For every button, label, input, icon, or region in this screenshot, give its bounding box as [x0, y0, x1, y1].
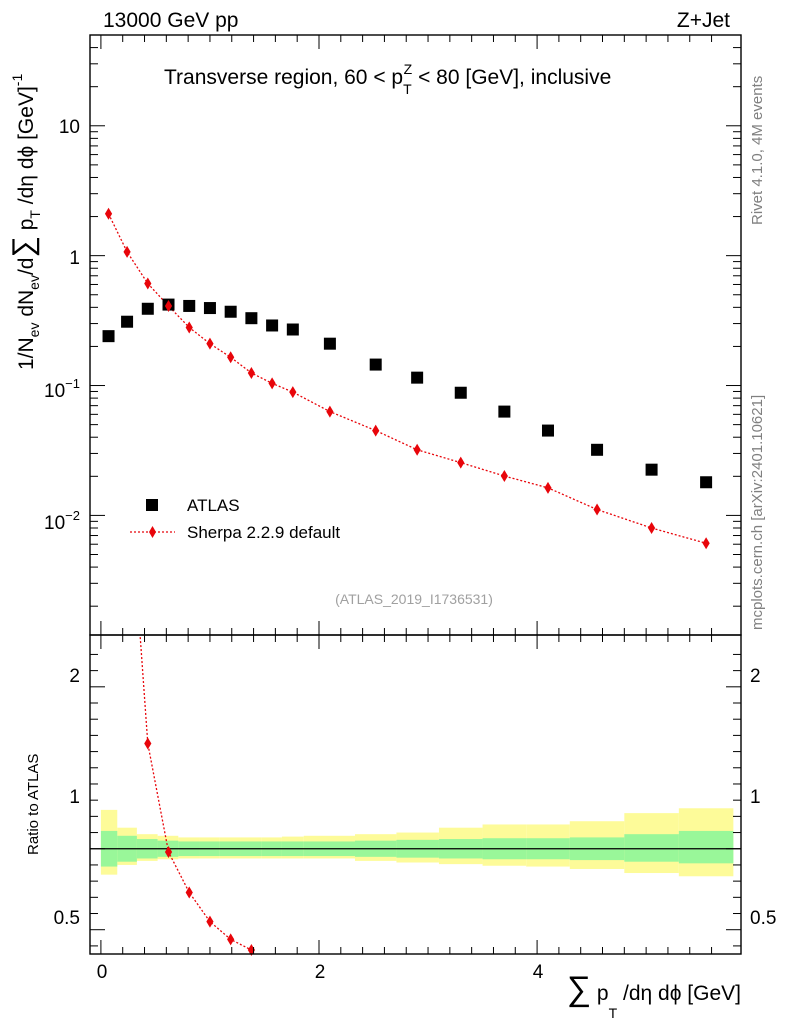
sherpa-point-ratio	[227, 933, 235, 946]
sherpa-point-main	[206, 337, 214, 350]
atlas-point	[369, 358, 382, 371]
ratio-y-tick-label-2-left: 2	[69, 666, 80, 687]
sherpa-point-ratio	[164, 845, 173, 858]
atlas-point	[203, 302, 216, 315]
sherpa-markers-main	[104, 207, 710, 550]
legend-atlas-label: ATLAS	[187, 496, 240, 515]
sherpa-point-main	[185, 321, 193, 334]
ratio-axis-ticks	[90, 635, 741, 954]
y-tick-label-1: 1	[69, 248, 80, 269]
sherpa-point-main	[104, 207, 113, 220]
y-tick-label-10: 10	[59, 117, 80, 138]
legend-sherpa-label: Sherpa 2.2.9 default	[187, 523, 340, 542]
atlas-point	[286, 323, 299, 336]
y-tick-label-0.01: 10−2	[44, 508, 80, 534]
atlas-point	[498, 405, 511, 418]
sherpa-point-main	[326, 405, 334, 418]
atlas-point	[141, 302, 154, 315]
analysis-id: (ATLAS_2019_I1736531)	[335, 591, 493, 607]
main-y-axis-label: 1/Nev dNev/d∑ pT /dη dϕ [GeV]-1	[7, 74, 43, 370]
ratio-y-tick-label-0.5-left: 0.5	[54, 908, 80, 929]
ratio-panel-frame	[89, 634, 742, 955]
ratio-y-axis-label: Ratio to ATLAS	[25, 754, 42, 855]
sherpa-point-main	[544, 481, 552, 494]
ratio-y-tick-label-1-right: 1	[750, 787, 761, 808]
ratio-green-band	[678, 830, 734, 864]
main-panel-frame	[89, 34, 742, 636]
sherpa-point-main	[593, 503, 601, 516]
sherpa-point-main	[164, 299, 173, 312]
ratio-uncertainty-bands	[100, 808, 734, 877]
plot-title: Transverse region, 60 < pTZ < 80 [GeV], …	[164, 61, 611, 97]
x-axis-label: ∑ pT /dη dϕ [GeV]	[567, 970, 741, 1021]
sherpa-point-main	[457, 456, 465, 469]
atlas-point	[102, 330, 115, 343]
header-left-label: 13000 GeV pp	[103, 9, 238, 32]
x-tick-label-4: 4	[533, 962, 544, 983]
sherpa-point-ratio	[185, 886, 193, 899]
legend-atlas-marker	[146, 499, 158, 511]
legend-sherpa-marker	[149, 526, 156, 538]
atlas-point	[411, 371, 424, 384]
ratio-y-tick-label-1-left: 1	[69, 787, 80, 808]
rivet-label: Rivet 4.1.0, 4M events	[749, 76, 766, 225]
mcplots-label: mcplots.cern.ch [arXiv:2401.10621]	[749, 395, 766, 630]
sherpa-point-main	[702, 537, 710, 550]
sherpa-curve-main	[107, 213, 707, 544]
sherpa-point-main	[647, 521, 656, 534]
sherpa-point-main	[289, 386, 297, 399]
sherpa-point-main	[268, 377, 276, 390]
x-tick-label-0: 0	[97, 962, 108, 983]
atlas-markers	[102, 298, 713, 489]
atlas-point	[645, 463, 658, 476]
sherpa-point-ratio	[206, 915, 214, 928]
sherpa-point-main	[227, 351, 235, 364]
main-axis-ticks	[90, 34, 741, 635]
header-right-label: Z+Jet	[677, 9, 730, 32]
ratio-y-tick-label-2-right: 2	[750, 666, 761, 687]
atlas-point	[266, 319, 279, 332]
atlas-point	[541, 424, 554, 437]
sherpa-point-main	[247, 366, 255, 379]
atlas-point	[183, 299, 196, 312]
sherpa-point-main	[413, 443, 421, 456]
atlas-point	[245, 312, 258, 325]
atlas-point	[121, 315, 134, 328]
x-tick-label-2: 2	[315, 962, 326, 983]
ratio-y-tick-label-0.5-right: 0.5	[750, 908, 776, 929]
atlas-point	[224, 305, 237, 318]
atlas-point	[323, 337, 336, 350]
sherpa-point-main	[123, 245, 131, 258]
atlas-point	[591, 443, 604, 456]
sherpa-markers-ratio	[144, 737, 255, 956]
sherpa-point-main	[144, 277, 152, 290]
sherpa-line-ratio	[139, 635, 252, 951]
atlas-point	[454, 386, 467, 399]
sherpa-line-main	[107, 213, 707, 544]
ratio-green-band	[624, 834, 679, 862]
sherpa-point-main	[500, 470, 508, 483]
sherpa-curve-ratio	[139, 635, 252, 951]
atlas-point	[700, 476, 713, 489]
sherpa-point-main	[372, 424, 380, 437]
sherpa-point-ratio	[144, 737, 152, 750]
y-tick-label-0.1: 10−1	[44, 376, 80, 402]
